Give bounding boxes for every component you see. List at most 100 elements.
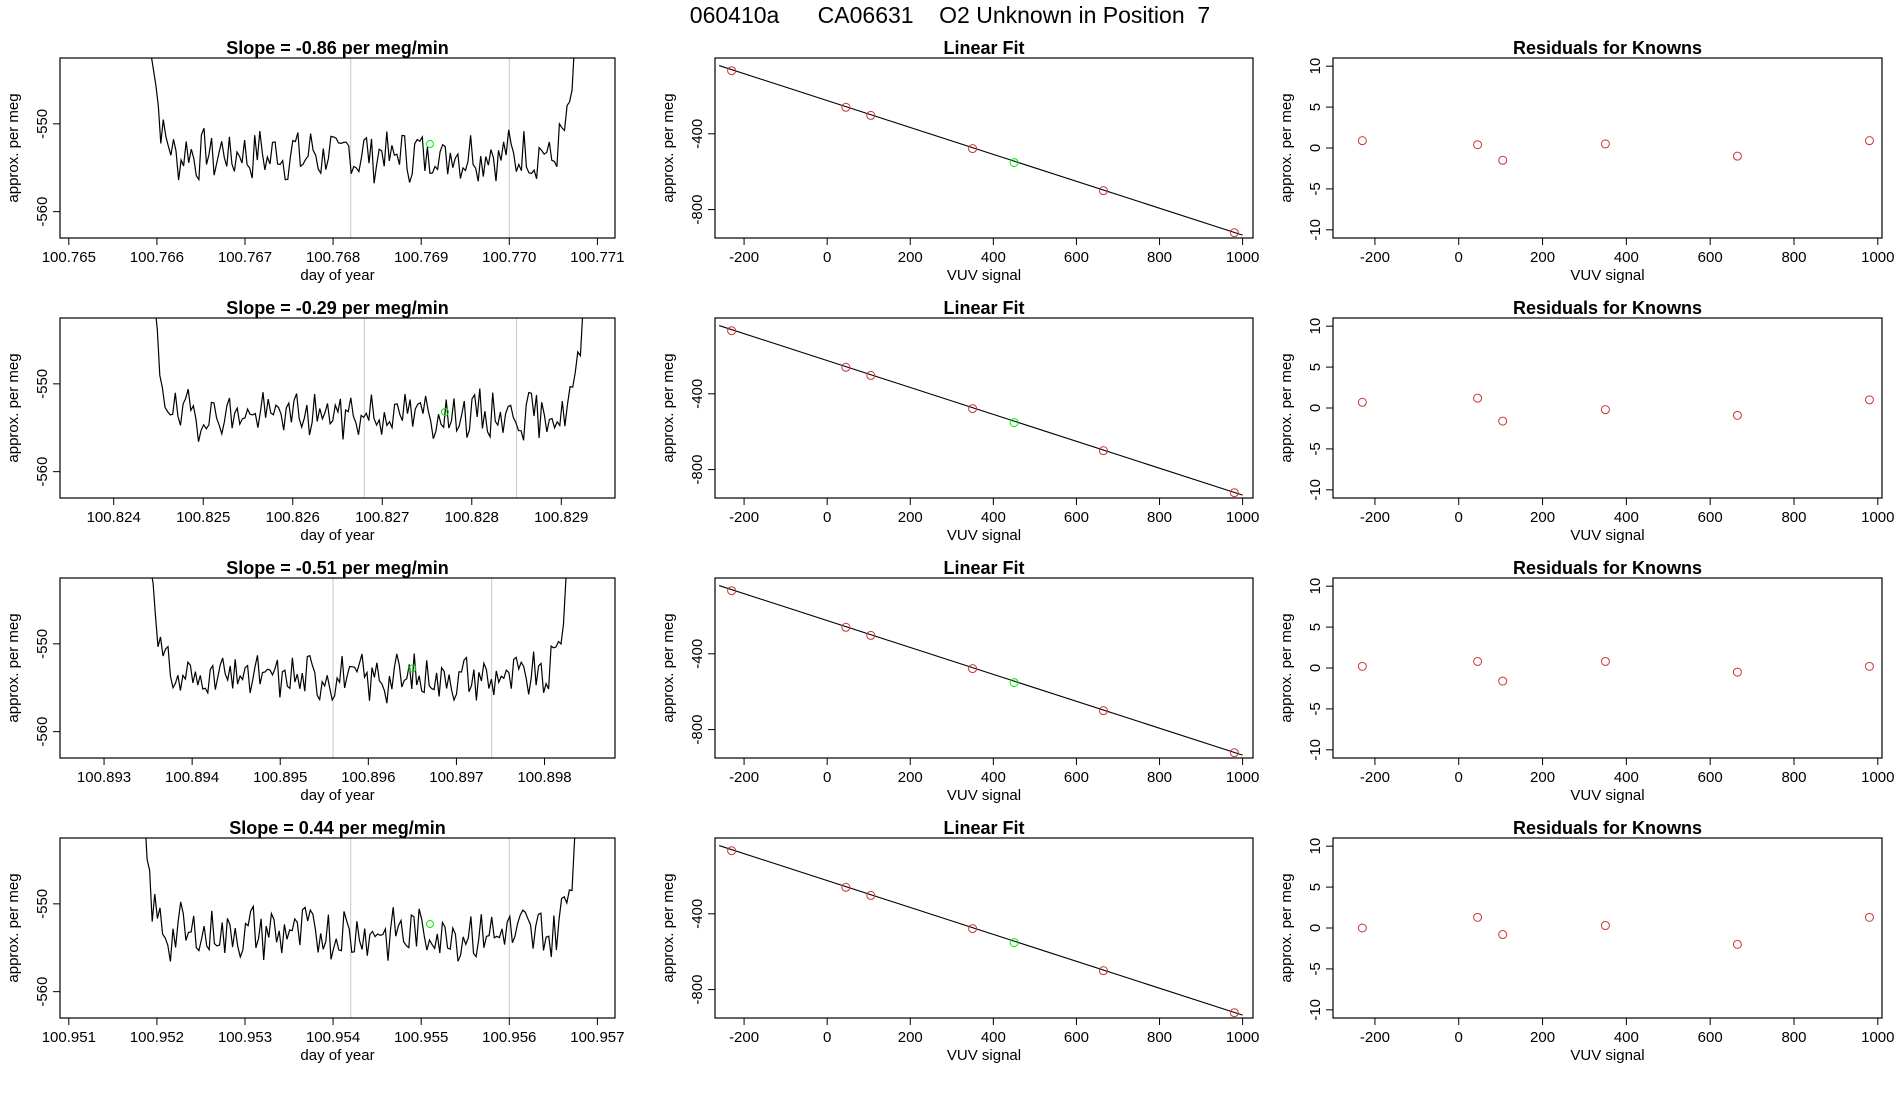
y-tick-label: 0 <box>1307 144 1324 152</box>
figure-title: 060410a CA06631 O2 Unknown in Position 7 <box>689 2 1211 28</box>
residual-point <box>1473 912 1483 922</box>
y-axis-label: approx. per meg <box>5 873 22 982</box>
known-point <box>727 66 737 76</box>
x-tick-label: 1000 <box>1226 769 1259 786</box>
x-tick-label: 100.828 <box>445 509 499 526</box>
x-tick-label: 1000 <box>1861 509 1894 526</box>
panel-title: Slope = -0.51 per meg/min <box>226 558 449 578</box>
known-point <box>1098 706 1108 716</box>
panel-linear_fit-row-4: Linear Fit -200 0 200 400 600 800 1000 -800 -400 V… <box>660 818 1259 1064</box>
y-axis-label: approx. per meg <box>660 353 677 462</box>
x-tick-label: 1000 <box>1861 249 1894 266</box>
x-tick-label: 800 <box>1781 509 1806 526</box>
known-point <box>841 882 851 892</box>
panel-frame <box>59 577 616 759</box>
unknown-point <box>1009 678 1019 688</box>
residual-point <box>1357 136 1367 146</box>
x-tick-label: 400 <box>981 1029 1006 1046</box>
unknown-point <box>426 140 434 149</box>
x-tick-label: 100.956 <box>482 1029 536 1046</box>
x-tick-label: 100.824 <box>87 509 141 526</box>
unknown-point <box>426 920 434 929</box>
x-tick-label: 600 <box>1698 509 1723 526</box>
x-axis-label: VUV signal <box>1570 267 1644 284</box>
x-axis-label: VUV signal <box>947 527 1021 544</box>
residual-point <box>1498 676 1508 686</box>
x-tick-label: 200 <box>1530 249 1555 266</box>
y-tick-label: -550 <box>34 109 51 139</box>
x-tick-label: 800 <box>1147 249 1172 266</box>
y-tick-label: 10 <box>1307 58 1324 75</box>
x-tick-label: 200 <box>898 509 923 526</box>
y-tick-label: 0 <box>1307 664 1324 672</box>
x-tick-label: 100.955 <box>394 1029 448 1046</box>
panel-title: Residuals for Knowns <box>1513 558 1702 578</box>
y-tick-label: -10 <box>1307 999 1324 1021</box>
residual-point <box>1498 930 1508 940</box>
y-axis-label: approx. per meg <box>1278 353 1295 462</box>
residual-point <box>1864 136 1874 146</box>
known-point <box>1098 966 1108 976</box>
panel-title: Linear Fit <box>943 818 1024 838</box>
residual-point <box>1732 151 1742 161</box>
y-tick-label: 5 <box>1307 103 1324 111</box>
series-line <box>151 578 567 704</box>
y-tick-label: -560 <box>34 457 51 487</box>
known-point <box>841 362 851 372</box>
known-point <box>1229 228 1239 238</box>
plot-area <box>145 838 576 1018</box>
x-axis-label: day of year <box>300 787 374 804</box>
panel-title: Linear Fit <box>943 558 1024 578</box>
x-tick-label: 100.951 <box>42 1029 96 1046</box>
panel-frame <box>714 57 1254 239</box>
x-tick-label: 400 <box>1614 769 1639 786</box>
panel-title: Slope = -0.86 per meg/min <box>226 38 449 58</box>
plot-area <box>718 325 1243 498</box>
x-tick-label: 100.766 <box>130 249 184 266</box>
x-tick-label: 100.893 <box>77 769 131 786</box>
unknown-point <box>408 664 417 673</box>
known-point <box>1229 1008 1239 1018</box>
known-point <box>968 664 978 674</box>
residual-point <box>1600 656 1610 666</box>
unknown-point <box>1009 938 1019 948</box>
x-tick-label: 600 <box>1064 509 1089 526</box>
x-tick-label: 0 <box>823 769 831 786</box>
x-tick-label: 100.894 <box>165 769 219 786</box>
panel-frame <box>59 837 616 1019</box>
panel-title: Residuals for Knowns <box>1513 298 1702 318</box>
residual-point <box>1473 140 1483 150</box>
y-tick-label: -5 <box>1307 962 1324 975</box>
y-tick-label: 10 <box>1307 318 1324 335</box>
x-tick-label: 400 <box>981 769 1006 786</box>
series-line <box>150 58 575 184</box>
x-tick-label: -200 <box>1360 769 1390 786</box>
x-tick-label: 100.825 <box>176 509 230 526</box>
y-axis-label: approx. per meg <box>5 613 22 722</box>
x-tick-label: 400 <box>1614 509 1639 526</box>
residual-point <box>1864 661 1874 671</box>
plot-area <box>151 578 567 758</box>
known-point <box>968 404 978 414</box>
known-point <box>727 586 737 596</box>
residual-point <box>1498 416 1508 426</box>
panel-timeseries-row-2: Slope = -0.29 per meg/min 100.824 100.825 1… <box>5 298 616 544</box>
x-tick-label: 600 <box>1064 1029 1089 1046</box>
x-tick-label: 0 <box>1455 769 1463 786</box>
y-tick-label: -800 <box>689 975 706 1005</box>
known-point <box>841 622 851 632</box>
y-tick-label: -5 <box>1307 442 1324 455</box>
y-tick-label: -10 <box>1307 739 1324 761</box>
known-point <box>968 144 978 154</box>
x-tick-label: 100.769 <box>394 249 448 266</box>
residual-point <box>1732 410 1742 420</box>
plot-area <box>1357 136 1874 165</box>
x-tick-label: -200 <box>1360 1029 1390 1046</box>
residual-point <box>1600 405 1610 415</box>
x-tick-label: 200 <box>1530 509 1555 526</box>
x-tick-label: 400 <box>981 509 1006 526</box>
y-tick-label: -560 <box>34 977 51 1007</box>
y-axis-label: approx. per meg <box>5 93 22 202</box>
x-tick-label: 800 <box>1147 1029 1172 1046</box>
plot-area <box>155 318 584 498</box>
